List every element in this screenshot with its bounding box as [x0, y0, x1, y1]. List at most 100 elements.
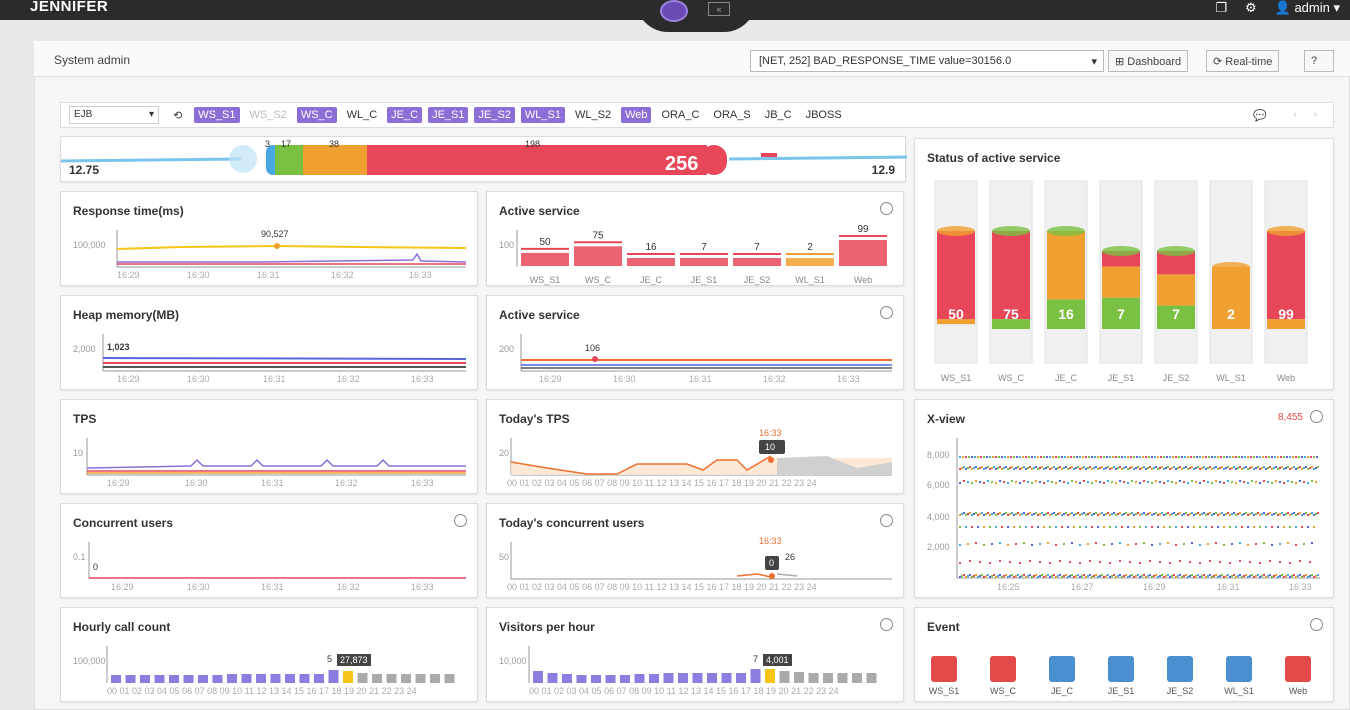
active-bar[interactable]	[839, 240, 887, 266]
heap-chart[interactable]	[61, 296, 479, 391]
hour-bar[interactable]	[430, 674, 440, 683]
hour-bar[interactable]	[401, 674, 411, 683]
hour-bar[interactable]	[649, 674, 659, 683]
comment-icon[interactable]: 💬	[1253, 109, 1267, 122]
dashboard-hub-icon[interactable]	[660, 0, 688, 22]
history-icon[interactable]	[880, 514, 893, 527]
hour-bar[interactable]	[125, 675, 136, 683]
hour-bar[interactable]	[663, 673, 674, 683]
status-segment[interactable]	[1047, 231, 1085, 300]
hour-bar[interactable]	[314, 674, 324, 683]
hourly-bar-chart[interactable]	[61, 608, 479, 703]
monitor-icon[interactable]	[1285, 656, 1311, 682]
status-segment[interactable]	[937, 231, 975, 320]
hour-bar[interactable]	[270, 674, 281, 683]
history-icon[interactable]	[1310, 618, 1323, 631]
instance-tag[interactable]: WS_S1	[194, 107, 240, 123]
hour-bar[interactable]	[415, 674, 426, 683]
hour-bar[interactable]	[212, 675, 223, 683]
hour-bar[interactable]	[765, 669, 775, 683]
hour-bar[interactable]	[111, 675, 121, 683]
hour-bar[interactable]	[823, 673, 833, 683]
visitors-bar-chart[interactable]	[487, 608, 905, 703]
hour-bar[interactable]	[256, 674, 266, 683]
status-segment[interactable]	[1047, 299, 1085, 329]
status-segment[interactable]	[1267, 319, 1305, 329]
realtime-button[interactable]: ⟳ Real-time	[1206, 50, 1280, 72]
status-segment[interactable]	[1157, 251, 1195, 275]
hour-bar[interactable]	[372, 674, 382, 683]
prev-icon[interactable]: ‹	[1293, 109, 1297, 121]
hour-bar[interactable]	[576, 675, 587, 683]
screen-toggle-icon[interactable]: «	[708, 2, 730, 16]
instance-tag[interactable]: WS_C	[296, 107, 337, 123]
hour-bar[interactable]	[852, 673, 862, 683]
concurrent-chart[interactable]	[61, 504, 479, 599]
refresh-icon[interactable]: ⟲	[173, 109, 183, 122]
hour-bar[interactable]	[299, 674, 310, 683]
hour-bar[interactable]	[328, 670, 339, 683]
hour-bar[interactable]	[562, 674, 572, 683]
instance-tag[interactable]: ORA_S	[713, 109, 751, 121]
hour-bar[interactable]	[707, 673, 717, 683]
hour-bar[interactable]	[736, 673, 746, 683]
monitor-icon[interactable]	[1226, 656, 1252, 682]
hour-bar[interactable]	[183, 675, 194, 683]
gear-icon[interactable]: ⚙	[1244, 0, 1257, 15]
next-icon[interactable]: ›	[1313, 109, 1317, 121]
hour-bar[interactable]	[533, 671, 543, 683]
active-bar[interactable]	[786, 258, 834, 266]
hour-bar[interactable]	[837, 673, 848, 683]
active-bar[interactable]	[627, 258, 675, 266]
active-bar[interactable]	[521, 252, 569, 266]
monitor-icon[interactable]	[1049, 656, 1075, 682]
instance-tag[interactable]: WL_S1	[520, 107, 565, 123]
instance-tag[interactable]: JE_S2	[474, 107, 515, 123]
active-bar[interactable]	[733, 258, 781, 266]
hour-bar[interactable]	[343, 671, 353, 683]
hour-bar[interactable]	[620, 675, 630, 683]
type-select[interactable]: EJB ▾	[69, 106, 159, 124]
user-menu[interactable]: 👤 admin ▾	[1274, 0, 1340, 15]
dashboard-button[interactable]: ⊞ Dashboard	[1108, 50, 1189, 72]
help-button[interactable]: ?	[1304, 50, 1334, 72]
history-icon[interactable]	[454, 514, 467, 527]
hour-bar[interactable]	[692, 673, 703, 683]
status-segment[interactable]	[1157, 274, 1195, 306]
status-segment[interactable]	[1102, 297, 1140, 329]
status-segment[interactable]	[992, 319, 1030, 329]
hour-bar[interactable]	[227, 674, 237, 683]
history-icon[interactable]	[880, 618, 893, 631]
instance-tag[interactable]: JE_S1	[428, 107, 469, 123]
active-bar-chart[interactable]: 50 WS_S1 75 WS_C 16 JE_C 7 JE_S1 7 JE_S2 2 WL_S1 99 W…	[487, 192, 905, 287]
active-bar[interactable]	[574, 246, 622, 266]
instance-tag[interactable]: ORA_C	[661, 109, 700, 121]
instance-tag[interactable]: JE_C	[387, 107, 423, 123]
monitor-icon[interactable]	[1167, 656, 1193, 682]
hour-bar[interactable]	[386, 674, 397, 683]
status-segment[interactable]	[1267, 231, 1305, 320]
instance-tag[interactable]: JB_C	[764, 109, 792, 121]
hour-bar[interactable]	[241, 674, 252, 683]
response-chart[interactable]	[61, 192, 479, 287]
hour-bar[interactable]	[591, 675, 601, 683]
hour-bar[interactable]	[169, 675, 179, 683]
hour-bar[interactable]	[547, 673, 558, 683]
monitor-icon[interactable]	[1108, 656, 1134, 682]
hour-bar[interactable]	[721, 673, 732, 683]
hour-bar[interactable]	[794, 672, 804, 683]
hour-bar[interactable]	[866, 673, 877, 683]
active-bar[interactable]	[680, 258, 728, 266]
alert-select[interactable]: [NET, 252] BAD_RESPONSE_TIME value=30156…	[750, 50, 1104, 72]
todays-concurrent-chart[interactable]	[487, 504, 905, 599]
monitor-icon[interactable]	[990, 656, 1016, 682]
hour-bar[interactable]	[605, 675, 616, 683]
hour-bar[interactable]	[154, 675, 165, 683]
history-icon[interactable]	[1310, 410, 1323, 423]
xview-scatter[interactable]	[915, 400, 1335, 599]
active-line-chart[interactable]	[487, 296, 905, 391]
hour-bar[interactable]	[750, 669, 761, 683]
hour-bar[interactable]	[198, 675, 208, 683]
hour-bar[interactable]	[444, 674, 455, 683]
hour-bar[interactable]	[808, 673, 819, 683]
